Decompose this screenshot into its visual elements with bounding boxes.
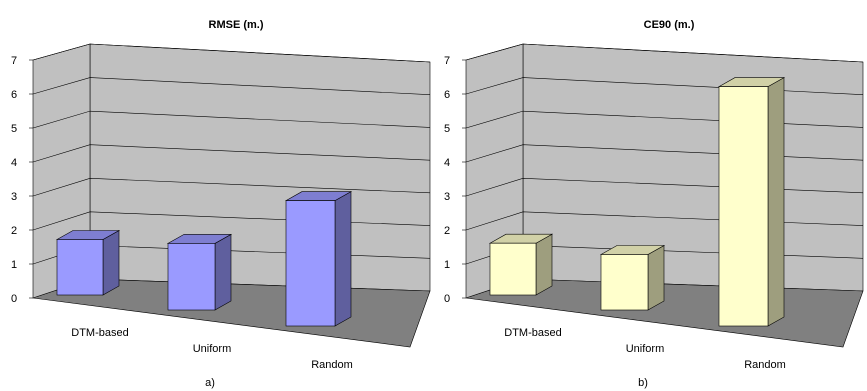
y-tick-label: 6 xyxy=(11,89,17,101)
y-tick-label: 3 xyxy=(11,191,17,203)
chart-title: RMSE (m.) xyxy=(209,19,264,31)
bar-front xyxy=(285,200,336,327)
y-tick-label: 3 xyxy=(444,191,450,203)
x-category-label: Random xyxy=(744,359,786,371)
bar-front xyxy=(56,239,104,296)
gridline xyxy=(32,43,431,63)
chart-rmse: 0 1 2 3 4 5 6 7 DTM-based Uniform Random RMSE (m.) a… xyxy=(11,19,431,389)
bar-side xyxy=(535,233,553,296)
bar-front xyxy=(489,242,537,296)
back-wall xyxy=(522,43,864,292)
y-tick-label: 4 xyxy=(11,157,17,169)
bar-side xyxy=(767,77,785,327)
x-category-label: Uniform xyxy=(626,343,665,355)
bar-front xyxy=(600,254,649,311)
bar xyxy=(284,191,353,327)
y-tick-label: 2 xyxy=(444,225,450,237)
bar xyxy=(488,233,554,296)
panel-label: a) xyxy=(205,377,215,389)
bar xyxy=(717,77,786,327)
gridline xyxy=(32,144,431,163)
bar-side xyxy=(647,244,665,311)
x-category-label: DTM-based xyxy=(71,327,128,339)
y-tick-label: 7 xyxy=(444,55,450,67)
y-tick-label: 1 xyxy=(444,259,450,271)
y-tick-label: 0 xyxy=(11,293,17,305)
chart-ce90: 0 1 2 3 4 5 6 7 DTM-based Uniform Random CE90 (m.) b… xyxy=(444,19,864,389)
bar xyxy=(599,244,666,311)
y-tick-label: 4 xyxy=(444,157,450,169)
y-tick-label: 5 xyxy=(11,123,17,135)
gridline xyxy=(32,110,431,129)
bar-side xyxy=(102,229,120,296)
bar-side xyxy=(214,233,232,311)
bar xyxy=(166,233,233,311)
bar-front xyxy=(167,243,216,311)
y-tick-label: 5 xyxy=(444,123,450,135)
gridline xyxy=(32,177,431,197)
y-tick-label: 1 xyxy=(11,259,17,271)
bar-front xyxy=(718,86,769,327)
gridline xyxy=(32,77,431,96)
y-tick-label: 6 xyxy=(444,89,450,101)
x-category-label: Random xyxy=(311,359,353,371)
x-category-label: DTM-based xyxy=(504,327,561,339)
bar xyxy=(55,229,121,296)
y-tick-label: 0 xyxy=(444,293,450,305)
gridline xyxy=(465,43,864,63)
y-tick-label: 7 xyxy=(11,55,17,67)
chart-title: CE90 (m.) xyxy=(644,19,695,31)
back-wall xyxy=(89,43,431,292)
bar-side xyxy=(334,191,352,327)
x-category-label: Uniform xyxy=(193,343,232,355)
panel-label: b) xyxy=(638,377,648,389)
y-tick-label: 2 xyxy=(11,225,17,237)
